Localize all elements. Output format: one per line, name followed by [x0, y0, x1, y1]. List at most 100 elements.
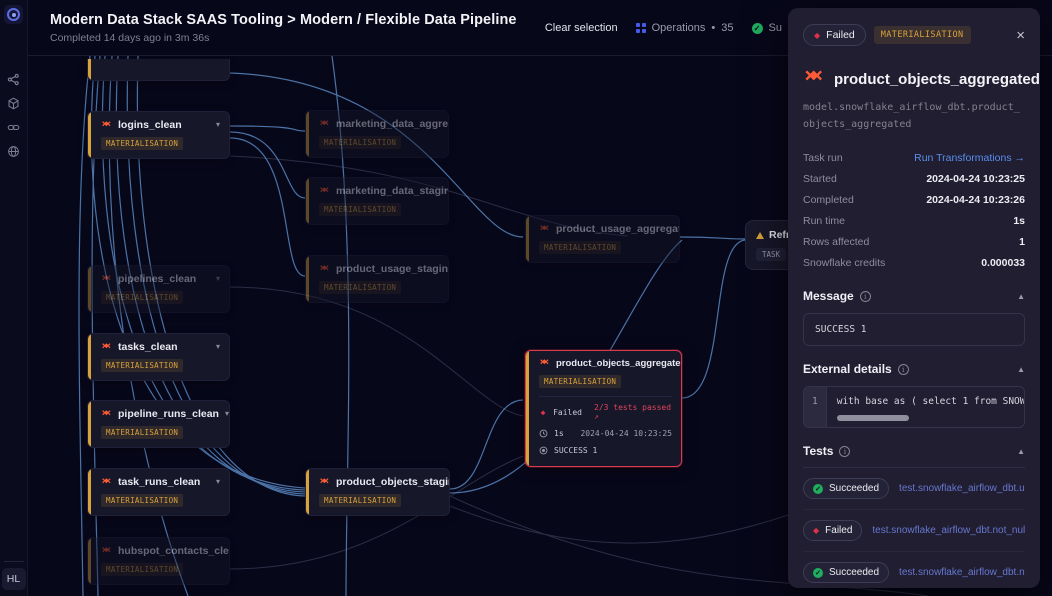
detail-value: 2024-04-24 10:23:26: [926, 193, 1025, 206]
materialisation-badge: MATERIALISATION: [101, 494, 184, 507]
test-status-badge: ✓ Succeeded: [803, 478, 890, 499]
graph-node-pipeline-runs-clean[interactable]: pipeline_runs_clean ▾ MATERIALISATION: [87, 400, 230, 448]
detail-label: Task run: [803, 151, 843, 164]
graph-node-logins-clean[interactable]: logins_clean ▾ MATERIALISATION: [87, 111, 230, 159]
task-details-panel: ◆ Failed MATERIALISATION × product_objec…: [788, 8, 1040, 588]
sql-code-block: 1 with base as ( select 1 from SNOWFLAKE: [803, 386, 1025, 428]
pipeline-graph-canvas[interactable]: logins_clean ▾ MATERIALISATION marketing_da…: [28, 56, 1052, 596]
operations-grid-icon: [635, 23, 646, 33]
horizontal-scrollbar[interactable]: [836, 415, 909, 421]
tests-list: ✓Succeeded test.snowflake_airflow_dbt.uni…: [803, 468, 1025, 588]
link-icon[interactable]: [6, 120, 21, 135]
test-status-badge: ✓ Succeeded: [803, 562, 890, 583]
breadcrumb-title: Modern Data Stack SAAS Tooling > Modern …: [50, 11, 517, 28]
left-sidebar: HL: [0, 0, 28, 596]
info-icon: i: [897, 363, 909, 375]
node-title: logins_clean: [118, 119, 182, 131]
operations-filter[interactable]: Operations • 35: [635, 22, 734, 34]
detail-label: Completed: [803, 193, 854, 206]
clear-selection-button[interactable]: Clear selection: [544, 22, 618, 34]
graph-node-product-objects-aggregated-selected[interactable]: product_objects_aggregated ▴ MATERIALISA…: [525, 350, 682, 467]
chevron-down-icon[interactable]: ▾: [224, 409, 229, 418]
node-title: pipelines_clean: [118, 273, 197, 285]
test-link[interactable]: test.snowflake_airflow_dbt.not_null_pr: [872, 525, 1025, 536]
succeeded-check-icon: ✓: [813, 567, 823, 578]
graph-node-hubspot-contacts-clean[interactable]: hubspot_contacts_clean▾MATERIALISATION: [87, 537, 230, 585]
detail-value-link[interactable]: Run Transformations →: [914, 151, 1025, 164]
success-filter[interactable]: ✓ Su: [751, 22, 782, 34]
user-avatar[interactable]: HL: [1, 568, 26, 590]
cube-icon[interactable]: [6, 96, 21, 111]
success-check-icon: ✓: [751, 22, 763, 34]
dbt-icon: [101, 120, 112, 131]
chevron-down-icon[interactable]: ▾: [215, 477, 220, 486]
test-link[interactable]: test.snowflake_airflow_dbt.unique_pro: [899, 483, 1025, 494]
dbt-icon: [101, 274, 112, 285]
status-circle-icon: [539, 446, 548, 455]
run-status-subtitle: Completed 14 days ago in 3m 36s: [50, 31, 210, 44]
globe-icon[interactable]: [6, 144, 21, 159]
test-link[interactable]: test.snowflake_airflow_dbt.not_null_pr: [899, 567, 1025, 578]
collapse-external-icon[interactable]: ▲: [1017, 364, 1025, 374]
graph-node-product-usage-aggregated[interactable]: product_usage_aggregated▾MATERIALISATION: [525, 215, 680, 263]
detail-row-rows-affected: Rows affected 1: [803, 231, 1025, 252]
materialisation-badge: MATERIALISATION: [539, 375, 622, 388]
graph-node-task-runs-clean[interactable]: task_runs_clean ▾ MATERIALISATION: [87, 468, 230, 516]
app-logo-icon[interactable]: [4, 5, 23, 24]
warning-icon: [756, 231, 764, 239]
node-title: product_usage_staging: [336, 263, 449, 275]
graph-node-product-usage-staging[interactable]: product_usage_staging▾MATERIALISATION: [305, 255, 449, 303]
panel-title: product_objects_aggregated: [834, 70, 1040, 88]
detail-value: 1s: [1013, 214, 1025, 227]
chevron-down-icon[interactable]: ▾: [215, 274, 220, 283]
collapse-tests-icon[interactable]: ▲: [1017, 446, 1025, 456]
detail-row-snowflake-credits: Snowflake credits 0.000033: [803, 252, 1025, 273]
test-row: ✓Succeeded test.snowflake_airflow_dbt.uni…: [803, 468, 1025, 510]
materialisation-badge: MATERIALISATION: [873, 26, 971, 44]
node-title: task_runs_clean: [118, 476, 201, 488]
node-title: product_usage_aggregated: [556, 223, 680, 235]
detail-row-task-run: Task run Run Transformations →: [803, 147, 1025, 168]
node-title: hubspot_contacts_clean: [118, 545, 230, 557]
detail-row-completed: Completed 2024-04-24 10:23:26: [803, 189, 1025, 210]
close-icon[interactable]: ×: [1016, 26, 1025, 44]
succeeded-check-icon: ✓: [813, 483, 823, 494]
detail-row-started: Started 2024-04-24 10:23:25: [803, 168, 1025, 189]
dbt-icon: [101, 342, 112, 353]
failed-diamond-icon: ◆: [540, 407, 546, 417]
dbt-icon: [539, 358, 550, 369]
external-details-section-title: External details: [803, 362, 892, 376]
detail-label: Snowflake credits: [803, 256, 886, 269]
graph-node-partial[interactable]: [87, 59, 230, 81]
dbt-icon: [319, 119, 330, 130]
detail-label: Started: [803, 172, 837, 185]
dbt-icon: [101, 409, 112, 420]
materialisation-badge: MATERIALISATION: [101, 137, 184, 150]
lineage-icon[interactable]: [6, 72, 21, 87]
dbt-icon: [319, 186, 330, 197]
chevron-down-icon[interactable]: ▾: [215, 342, 220, 351]
materialisation-badge: MATERIALISATION: [319, 494, 402, 507]
tests-passed-link[interactable]: 2/3 tests passed ↗: [594, 403, 672, 421]
collapse-message-icon[interactable]: ▲: [1017, 291, 1025, 301]
materialisation-badge: MATERIALISATION: [319, 136, 402, 149]
node-status: Failed: [553, 407, 582, 417]
chevron-down-icon[interactable]: ▾: [215, 120, 220, 129]
materialisation-badge: MATERIALISATION: [319, 203, 402, 216]
tests-section-title: Tests: [803, 444, 834, 458]
operations-count: 35: [721, 22, 734, 34]
graph-node-marketing-data-aggregated[interactable]: marketing_data_aggregated▾MATERIALISATIO…: [305, 110, 449, 158]
node-title: marketing_data_aggregated: [336, 118, 449, 130]
node-timestamp: 2024-04-24 10:23:25: [580, 429, 672, 438]
detail-label: Run time: [803, 214, 846, 227]
node-title: tasks_clean: [118, 341, 178, 353]
code-line-content: with base as ( select 1 from SNOWFLAKE: [836, 396, 1025, 407]
failed-diamond-icon: ◆: [813, 526, 820, 535]
dbt-icon: [319, 477, 330, 488]
graph-node-product-objects-staging[interactable]: product_objects_staging▾MATERIALISATION: [305, 468, 450, 516]
failed-diamond-icon: ◆: [814, 30, 821, 40]
graph-node-pipelines-clean[interactable]: pipelines_clean ▾ MATERIALISATION: [87, 265, 230, 313]
graph-node-tasks-clean[interactable]: tasks_clean ▾ MATERIALISATION: [87, 333, 230, 381]
detail-value: 0.000033: [981, 256, 1025, 269]
graph-node-marketing-data-staging[interactable]: marketing_data_staging▾MATERIALISATION: [305, 177, 449, 225]
